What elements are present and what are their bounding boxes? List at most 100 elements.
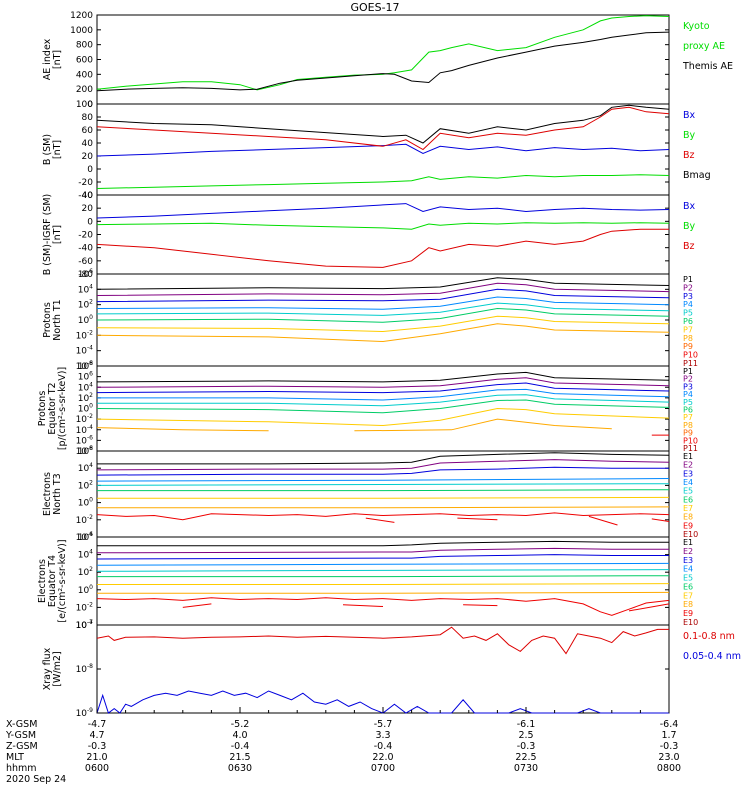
legend-label: P3	[683, 292, 693, 301]
y-tick-label: 100	[78, 314, 93, 326]
series-line	[96, 427, 269, 432]
y-tick-label: 20	[82, 152, 94, 162]
legend-label: P7	[683, 325, 693, 334]
y-tick-label: 102	[78, 566, 93, 578]
y-axis-title: Equator T4	[47, 555, 58, 607]
y-tick-label: -20	[78, 178, 93, 188]
x-tick-label: 23.0	[658, 752, 679, 763]
legend-label: P8	[683, 334, 693, 343]
legend-label: 0.05-0.4 nm	[683, 651, 741, 662]
series-line	[96, 282, 670, 296]
series-line	[96, 569, 670, 572]
series-line	[96, 277, 670, 290]
series-line	[97, 591, 670, 594]
y-tick-label: 20	[82, 204, 94, 214]
figure-title: GOES-17	[350, 1, 399, 14]
y-axis-title: Electrons	[37, 559, 48, 603]
series-line	[457, 517, 498, 521]
x-row-label: Z-GSM	[6, 741, 38, 752]
y-tick-label: 60	[82, 126, 94, 136]
x-tick-label: -4.7	[88, 719, 107, 730]
y-tick-label: 1000	[70, 26, 93, 36]
x-tick-label: -0.4	[231, 741, 250, 752]
y-axis-title: North T1	[52, 299, 63, 340]
series-line	[96, 554, 669, 560]
x-tick-label: 1.7	[661, 730, 676, 741]
y-tick-label: 40	[82, 191, 94, 201]
legend-label: P9	[683, 342, 693, 351]
x-tick-label: -6.1	[517, 719, 536, 730]
legend-label: E8	[683, 513, 693, 522]
legend-label: Themis AE	[682, 61, 733, 72]
panel-frame	[96, 536, 670, 626]
x-tick-label: -0.3	[660, 741, 679, 752]
x-tick-label: -5.2	[231, 719, 250, 730]
legend-label: P7	[683, 413, 693, 422]
x-tick-label: -6.4	[660, 719, 679, 730]
x-tick-label: 22.5	[515, 752, 536, 763]
legend-label: Kyoto	[683, 21, 710, 32]
series-line	[588, 515, 618, 526]
series-line	[463, 604, 498, 607]
y-tick-label: 10-4	[76, 424, 94, 436]
series-line	[96, 547, 669, 554]
y-tick-label: 40	[82, 139, 94, 149]
series-line	[96, 296, 670, 310]
legend-label: E7	[683, 591, 693, 600]
legend-label: P4	[683, 300, 693, 309]
y-tick-label: 0	[87, 165, 93, 175]
y-tick-label: 80	[82, 113, 94, 123]
x-tick-label: 22.0	[372, 752, 393, 763]
legend-label: E2	[683, 461, 693, 470]
x-tick-label: 21.0	[86, 752, 107, 763]
series-line	[97, 394, 670, 407]
series-line	[96, 459, 670, 471]
y-tick-label: 10-8	[76, 663, 94, 675]
legend-label: proxy AE	[683, 41, 725, 52]
legend-label: E9	[683, 521, 693, 530]
y-tick-label: 10-6	[76, 434, 94, 446]
series-line	[96, 143, 670, 157]
series-line	[96, 478, 670, 482]
x-tick-label: -0.3	[517, 741, 536, 752]
legend-label: Bz	[683, 241, 695, 252]
x-tick-label: -0.4	[374, 741, 393, 752]
series-line	[96, 222, 670, 230]
y-tick-label: 104	[78, 462, 93, 474]
legend-label: E6	[683, 495, 693, 504]
series-line	[96, 302, 670, 316]
x-tick-label: 3.3	[375, 730, 390, 741]
series-line	[628, 603, 670, 612]
y-axis-title: Protons	[37, 391, 48, 427]
y-axis-title: B (SM)	[42, 134, 53, 165]
x-tick-label: 2.5	[518, 730, 533, 741]
y-tick-label: 102	[78, 479, 93, 491]
series-line	[96, 315, 670, 333]
x-tick-label: -5.7	[374, 719, 393, 730]
y-tick-label: 106	[78, 531, 93, 543]
x-tick-label: 0600	[85, 763, 109, 774]
series-line	[342, 604, 384, 607]
x-row-label: X-GSM	[6, 719, 37, 730]
x-tick-label: 0800	[657, 763, 681, 774]
series-line	[96, 288, 670, 303]
y-tick-label: 106	[78, 371, 93, 383]
series-line	[96, 31, 670, 92]
y-tick-label: 10-4	[76, 345, 94, 357]
y-axis-title: [nT]	[52, 140, 63, 159]
x-tick-label: 4.0	[232, 730, 247, 741]
y-tick-label: 104	[78, 381, 93, 393]
legend-label: By	[683, 130, 696, 141]
legend-label: By	[683, 221, 696, 232]
y-tick-label: 104	[78, 283, 93, 295]
y-axis-title: [p/(cm²-s-sr-keV)]	[57, 367, 68, 450]
y-tick-label: 100	[78, 403, 93, 415]
legend-label: E8	[683, 600, 693, 609]
x-tick-label: 4.7	[89, 730, 104, 741]
y-tick-label: 1200	[70, 11, 93, 21]
series-line	[96, 407, 670, 427]
series-line	[96, 626, 669, 655]
y-axis-title: AE index	[42, 38, 53, 80]
